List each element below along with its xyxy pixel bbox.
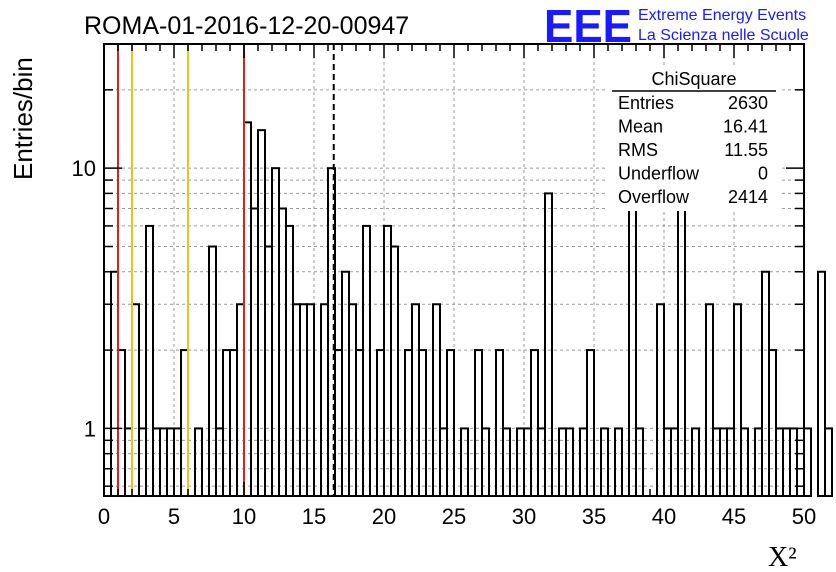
histogram-bin [733,303,742,497]
histogram-bin [432,303,441,497]
histogram-bin [418,349,427,497]
x-tick-label: 30 [512,504,536,529]
histogram-bin [348,303,357,497]
histogram-bin [817,270,826,497]
stats-row-label: Mean [618,117,663,137]
histogram-bin [628,192,637,497]
chart-title: ROMA-01-2016-12-20-00947 [84,12,409,40]
x-tick-label: 0 [98,504,110,529]
histogram-bin [180,349,189,497]
y-tick-label: 10 [72,156,96,181]
x-axis-label: X² [768,542,797,572]
stats-row-value: 16.41 [723,117,768,137]
histogram-bin [355,349,364,497]
histogram-bin [411,303,420,497]
stats-row-value: 11.55 [724,140,768,160]
histogram-bin [705,303,714,497]
histogram-bin [250,207,259,498]
histogram-bin [383,224,392,497]
histogram-bin [474,349,483,497]
stats-box-bg [608,66,780,211]
histogram-bin [824,427,833,497]
x-tick-label: 40 [652,504,676,529]
x-tick-label: 45 [722,504,746,529]
y-tick-label: 1 [84,416,96,441]
stats-row-label: RMS [618,140,658,160]
histogram-bin [530,349,539,497]
histogram-bin [495,349,504,497]
histogram-bin [145,224,154,497]
x-tick-label: 50 [792,504,816,529]
histogram-bin [110,270,119,497]
stats-box: ChiSquare Entries 2630 Mean 16.41 RMS 11.55 Un… [608,66,780,211]
histogram-bin [586,349,595,497]
histogram-bin [278,207,287,498]
histogram-bin [285,224,294,497]
histogram-bin [362,224,371,497]
stats-row-label: Entries [618,93,674,113]
x-tick-label: 5 [168,504,180,529]
reference-lines [117,44,335,496]
histogram-bin [229,349,238,497]
histogram-bin [446,349,455,497]
histogram-bin [222,349,231,497]
histogram-bin [299,303,308,497]
stats-row-value: 2630 [728,93,768,113]
histogram-bin [677,192,686,497]
histogram-bin [264,245,273,497]
eee-logo: EEE Extreme Energy Events La Scienza nel… [544,0,809,52]
y-axis-label: Entries/bin [8,57,38,180]
histogram-bin [761,270,770,497]
histogram-bin [117,349,126,497]
histogram-bin [271,167,280,498]
histogram-bin [803,427,812,497]
histogram-bin [208,245,217,497]
histogram-bin [306,303,315,497]
histogram-bin [768,349,777,497]
histogram-bin [334,349,343,497]
histogram-bin [376,349,385,497]
stats-row-label: Underflow [618,164,700,184]
x-tick-label: 20 [372,504,396,529]
stats-row-value: 0 [758,164,768,184]
histogram-bin [131,303,140,497]
histogram-bin [236,303,245,497]
histogram-bin [656,303,665,497]
logo-line-1: Extreme Energy Events [638,7,806,24]
histogram-bin [257,129,266,498]
x-tick-label: 25 [442,504,466,529]
x-tick-label: 15 [302,504,326,529]
axes: 0 5 10 15 20 25 30 35 40 45 50 1 10 [72,43,816,529]
x-tick-label: 35 [582,504,606,529]
histogram-bin [292,303,301,497]
stats-box-title: ChiSquare [651,69,736,89]
histogram-bin [390,245,399,497]
stats-row-value: 2414 [728,187,768,207]
stats-row-label: Overflow [618,187,690,207]
histogram-bin [341,270,350,497]
histogram-bin [404,349,413,497]
logo-line-2: La Scienza nelle Scuole [638,27,809,44]
histogram-bin [544,192,553,497]
histogram-bin [320,303,329,497]
x-tick-label: 10 [232,504,256,529]
